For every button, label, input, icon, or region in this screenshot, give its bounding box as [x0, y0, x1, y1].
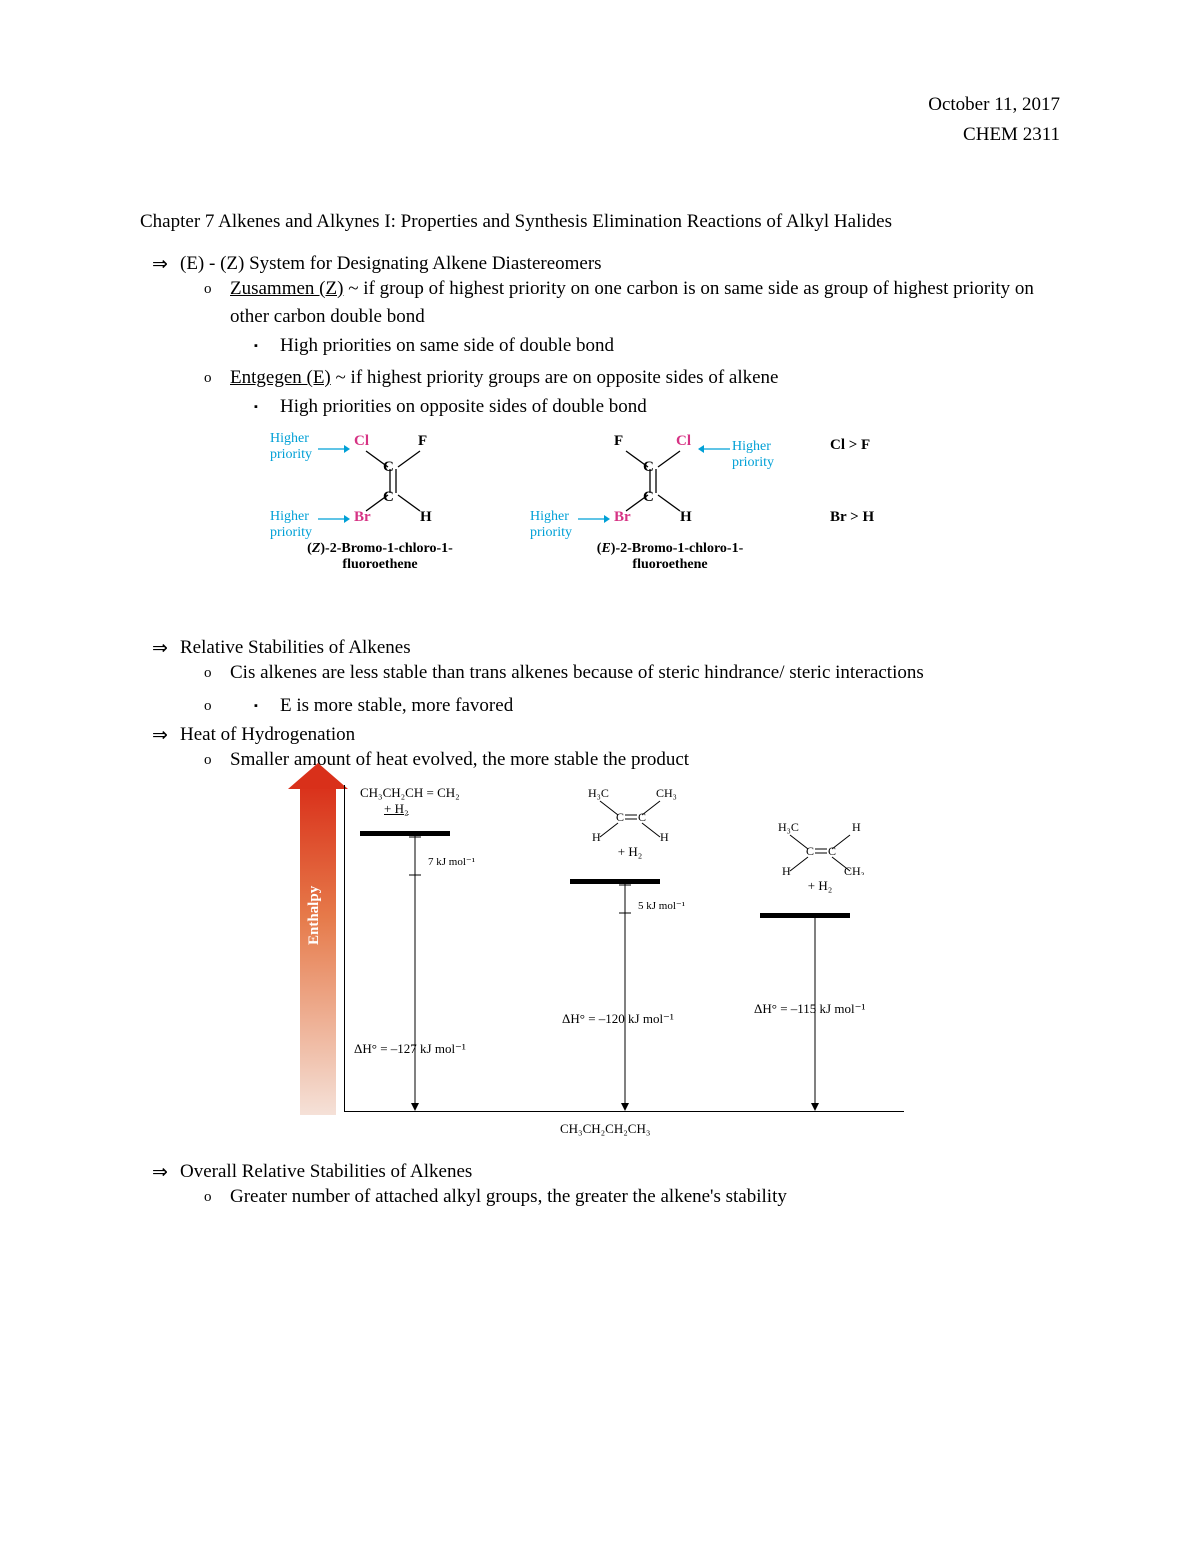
atom-c: C	[643, 489, 654, 506]
svg-text:C: C	[828, 844, 836, 858]
svg-text:H: H	[660, 830, 669, 841]
svg-text:H₃C: H₃C	[778, 820, 799, 834]
arrow-icon	[698, 443, 730, 455]
higher-priority-label: Higherpriority	[530, 509, 572, 540]
arrow-icon	[578, 513, 610, 525]
section-ez-title: (E) - (Z) System for Designating Alkene …	[180, 253, 602, 274]
section-heat-hydro-title: Heat of Hydrogenation	[180, 724, 355, 745]
drop-arrow-icon	[405, 835, 425, 1111]
z-caption: (Z)-2-Bromo-1-chloro-1-fluoroethene	[270, 541, 490, 573]
atom-h: H	[680, 509, 692, 526]
higher-priority-label: Higherpriority	[732, 439, 774, 470]
e-caption: (E)-2-Bromo-1-chloro-1-fluoroethene	[560, 541, 780, 573]
atom-c: C	[643, 459, 654, 476]
product-label: CH₃CH₂CH₂CH₃	[560, 1121, 650, 1137]
svg-text:H: H	[592, 830, 601, 841]
rel-stab-sub: E is more stable, more favored	[280, 692, 1060, 721]
trans-molecule-icon: H₃C H CC H CH₃	[760, 819, 880, 875]
svg-text:C: C	[616, 810, 624, 824]
chapter-title: Chapter 7 Alkenes and Alkynes I: Propert…	[140, 211, 1060, 233]
enthalpy-axis-label: Enthalpy	[306, 886, 323, 945]
atom-c: C	[383, 459, 394, 476]
dh-label: ΔH° = –115 kJ mol⁻¹	[754, 1001, 865, 1017]
higher-priority-label: Higherpriority	[270, 509, 312, 540]
svg-text:CH₃: CH₃	[656, 786, 677, 800]
rel-stab-item: Cis alkenes are less stable than trans a…	[230, 659, 1060, 688]
higher-priority-label: Higherpriority	[270, 431, 312, 462]
section-rel-stab: Relative Stabilities of Alkenes Cis alke…	[180, 637, 1060, 720]
section-heat-hydro: Heat of Hydrogenation Smaller amount of …	[180, 724, 1060, 1145]
priority-br-h: Br > H	[830, 509, 874, 526]
course: CHEM 2311	[140, 120, 1060, 150]
z-head: Zusammen (Z)	[230, 278, 343, 299]
plus-h2: + H₂	[740, 878, 900, 894]
date: October 11, 2017	[140, 90, 1060, 120]
atom-h: H	[420, 509, 432, 526]
bond-icon	[616, 445, 696, 515]
arrow-icon	[318, 513, 350, 525]
plus-h2: + H₂	[354, 801, 534, 817]
cis-molecule-icon: H₃C CH₃ CC H H	[570, 785, 690, 841]
bond-icon	[356, 445, 436, 515]
z-sub: High priorities on same side of double b…	[280, 332, 1060, 361]
svg-text:C: C	[806, 844, 814, 858]
e-definition: Entgegen (E) ~ if highest priority group…	[230, 364, 1060, 421]
e-head: Entgegen (E)	[230, 367, 331, 388]
enthalpy-diagram: Enthalpy CH₃CH₂CH = CH₂ + H₂ 7 kJ mol⁻¹ …	[300, 785, 1060, 1145]
svg-text:C: C	[638, 810, 646, 824]
mol-label: CH₃CH₂CH = CH₂	[354, 785, 534, 801]
x-axis	[344, 1111, 904, 1112]
z-definition: Zusammen (Z) ~ if group of highest prior…	[230, 275, 1060, 361]
header: October 11, 2017 CHEM 2311	[140, 90, 1060, 151]
dh-label: ΔH° = –120 kJ mol⁻¹	[562, 1011, 674, 1027]
svg-text:CH₃: CH₃	[844, 864, 865, 875]
atom-c: C	[383, 489, 394, 506]
svg-text:H: H	[852, 820, 861, 834]
enthalpy-col-1: CH₃CH₂CH = CH₂ + H₂	[354, 785, 534, 817]
ez-diagram: Higherpriority Cl F C C Higherpriority	[270, 431, 1060, 621]
atom-br: Br	[614, 509, 631, 526]
dh-label: ΔH° = –127 kJ mol⁻¹	[354, 1041, 466, 1057]
section-rel-stab-title: Relative Stabilities of Alkenes	[180, 637, 411, 658]
enthalpy-col-2: H₃C CH₃ CC H H + H₂	[550, 785, 710, 860]
priority-cl-f: Cl > F	[830, 437, 870, 454]
section-overall-stab-title: Overall Relative Stabilities of Alkenes	[180, 1161, 472, 1182]
gap-label: 5 kJ mol⁻¹	[638, 899, 685, 912]
gap-label: 7 kJ mol⁻¹	[428, 855, 475, 868]
section-ez: (E) - (Z) System for Designating Alkene …	[180, 253, 1060, 622]
atom-br: Br	[354, 509, 371, 526]
y-axis	[344, 785, 345, 1111]
e-sub: High priorities on opposite sides of dou…	[280, 393, 1060, 422]
svg-text:H₃C: H₃C	[588, 786, 609, 800]
e-body: ~ if highest priority groups are on oppo…	[331, 367, 779, 388]
enthalpy-arrow-icon	[300, 785, 336, 1115]
heat-hydro-item: Smaller amount of heat evolved, the more…	[230, 746, 1060, 775]
arrow-icon	[318, 443, 350, 455]
enthalpy-col-3: H₃C H CC H CH₃ + H₂	[740, 819, 900, 894]
page: October 11, 2017 CHEM 2311 Chapter 7 Alk…	[0, 0, 1200, 1553]
overall-stab-item: Greater number of attached alkyl groups,…	[230, 1183, 1060, 1212]
z-body: ~ if group of highest priority on one ca…	[230, 278, 1034, 328]
plus-h2: + H₂	[550, 844, 710, 860]
section-overall-stab: Overall Relative Stabilities of Alkenes …	[180, 1161, 1060, 1212]
drop-arrow-icon	[615, 883, 635, 1111]
svg-text:H: H	[782, 864, 791, 875]
